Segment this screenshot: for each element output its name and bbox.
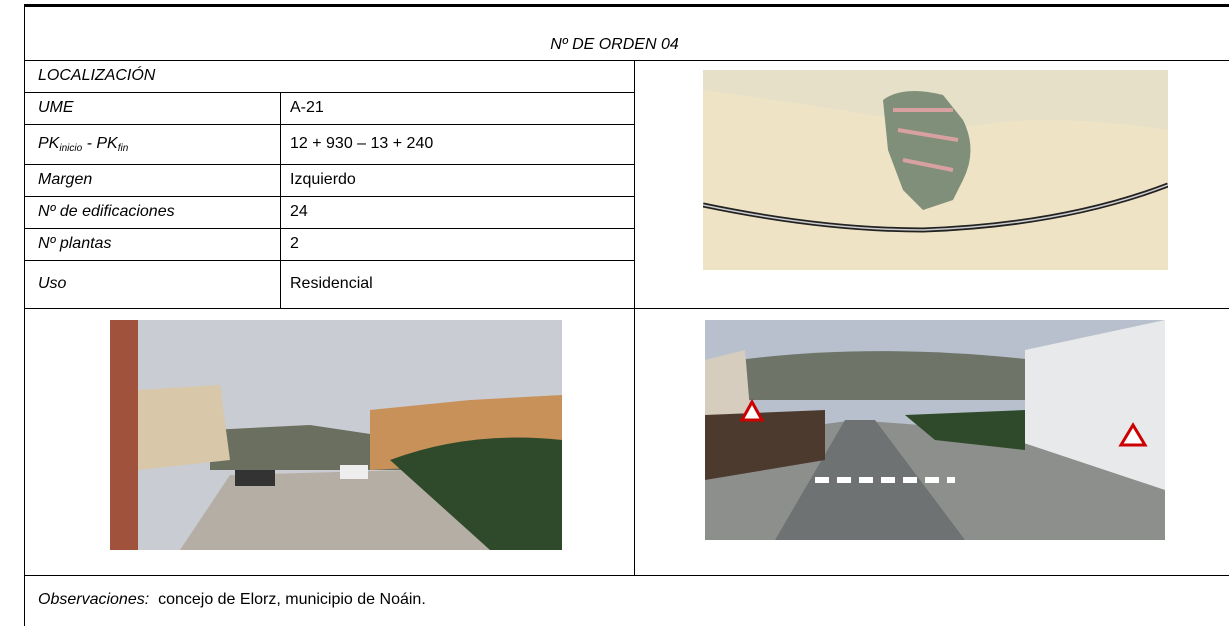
rule (24, 4, 25, 626)
rule (24, 124, 634, 125)
row-label: PKinicio - PKfin (38, 134, 128, 159)
street-photo (110, 320, 562, 550)
row-value: Izquierdo (290, 171, 356, 188)
row-label: Nº de edificaciones (38, 203, 175, 220)
title: Nº DE ORDEN 04 (550, 36, 679, 53)
row-label: UME (38, 99, 74, 116)
rule (24, 4, 1229, 7)
observations-text: concejo de Elorz, municipio de Noáin. (158, 591, 426, 608)
rule (24, 308, 1229, 309)
street-photo (705, 320, 1165, 540)
rule (280, 92, 281, 308)
rule (634, 60, 635, 575)
map-image (703, 70, 1168, 270)
row-value: 2 (290, 235, 299, 252)
row-label: Margen (38, 171, 93, 188)
row-value: 12 + 930 – 13 + 240 (290, 135, 434, 152)
observations: Observaciones: concejo de Elorz, municip… (38, 590, 426, 610)
row-label: Nº plantas (38, 235, 112, 252)
label-part: PK (38, 135, 60, 152)
row-value: Residencial (290, 275, 373, 292)
rule (24, 164, 634, 165)
rule (24, 92, 634, 93)
observations-label: Observaciones: (38, 591, 150, 608)
row-value: A-21 (290, 99, 324, 116)
row-label: Uso (38, 275, 67, 292)
rule (24, 575, 1229, 576)
label-part: - (82, 135, 97, 152)
row-value: 24 (290, 203, 308, 220)
section-title: LOCALIZACIÓN (38, 67, 156, 84)
rule (24, 60, 1229, 61)
label-sub: inicio (59, 143, 83, 154)
label-sub: fin (117, 143, 129, 154)
label-part: PK (96, 135, 118, 152)
rule (24, 260, 634, 261)
rule (24, 228, 634, 229)
rule (24, 196, 634, 197)
